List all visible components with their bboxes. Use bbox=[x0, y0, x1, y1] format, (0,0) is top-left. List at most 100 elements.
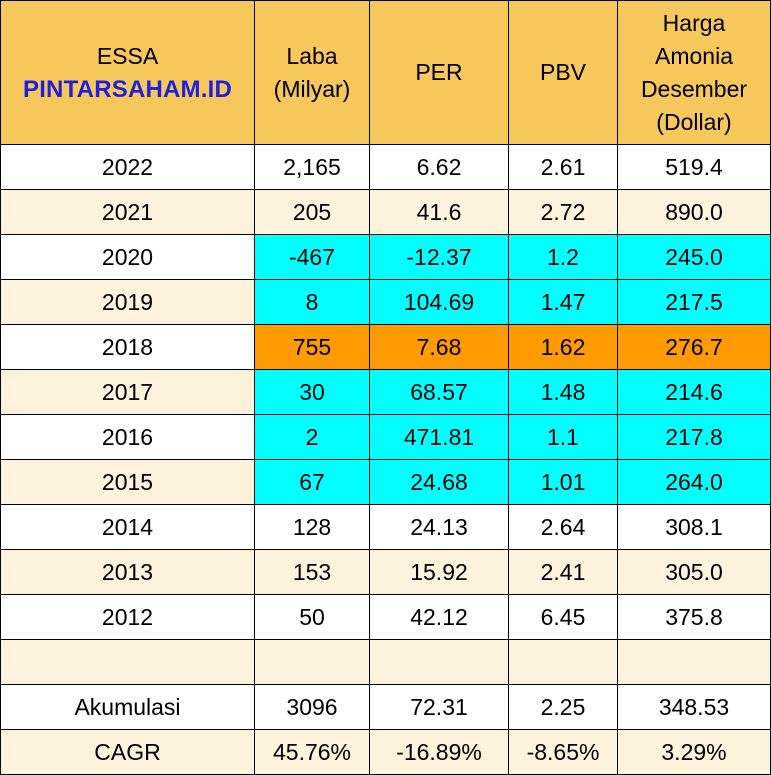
pbv-cell: 1.2 bbox=[508, 234, 618, 280]
table-row: 2013 153 15.92 2.41 305.0 bbox=[0, 549, 771, 595]
year-cell: 2021 bbox=[0, 189, 255, 235]
per-cell: 72.31 bbox=[369, 684, 509, 730]
per-cell: -16.89% bbox=[369, 729, 509, 775]
laba-cell: 8 bbox=[254, 279, 370, 325]
pbv-cell: 1.1 bbox=[508, 414, 618, 460]
pbv-cell: 1.47 bbox=[508, 279, 618, 325]
year-cell: 2022 bbox=[0, 144, 255, 190]
year-cell: 2013 bbox=[0, 549, 255, 595]
table-row: 2018 755 7.68 1.62 276.7 bbox=[0, 324, 771, 370]
per-cell: 24.68 bbox=[369, 459, 509, 505]
laba-label-line: Laba bbox=[286, 42, 338, 69]
table-row: 2012 50 42.12 6.45 375.8 bbox=[0, 594, 771, 640]
harga-cell: 214.6 bbox=[617, 369, 771, 415]
pbv-label: PBV bbox=[539, 59, 587, 85]
year-cell: 2020 bbox=[0, 234, 255, 280]
harga-cell: 3.29% bbox=[617, 729, 771, 775]
per-cell: 41.6 bbox=[369, 189, 509, 235]
harga-cell: 264.0 bbox=[617, 459, 771, 505]
table-row: Akumulasi 3096 72.31 2.25 348.53 bbox=[0, 684, 771, 730]
per-cell: 15.92 bbox=[369, 549, 509, 595]
laba-cell: 128 bbox=[254, 504, 370, 550]
harga-cell: 308.1 bbox=[617, 504, 771, 550]
year-cell: 2015 bbox=[0, 459, 255, 505]
harga-cell: 519.4 bbox=[617, 144, 771, 190]
harga-label-line-4: (Dollar) bbox=[656, 108, 732, 135]
year-cell bbox=[0, 639, 255, 685]
laba-cell: 30 bbox=[254, 369, 370, 415]
pbv-cell: 2.64 bbox=[508, 504, 618, 550]
table-row: 2022 2,165 6.62 2.61 519.4 bbox=[0, 144, 771, 190]
laba-cell bbox=[254, 639, 370, 685]
laba-cell: -467 bbox=[254, 234, 370, 280]
laba-cell: 3096 bbox=[254, 684, 370, 730]
brand-label: PINTARSAHAM.ID bbox=[22, 75, 232, 103]
harga-cell: 890.0 bbox=[617, 189, 771, 235]
table-row: CAGR 45.76% -16.89% -8.65% 3.29% bbox=[0, 729, 771, 775]
per-cell: 68.57 bbox=[369, 369, 509, 415]
table-row: 2014 128 24.13 2.64 308.1 bbox=[0, 504, 771, 550]
laba-cell: 153 bbox=[254, 549, 370, 595]
table-row: 2019 8 104.69 1.47 217.5 bbox=[0, 279, 771, 325]
header-row: ESSA PINTARSAHAM.ID Laba (Milyar) PER PB… bbox=[0, 0, 771, 145]
header-laba-cell: Laba (Milyar) bbox=[254, 0, 370, 145]
table-row: 2015 67 24.68 1.01 264.0 bbox=[0, 459, 771, 505]
pbv-cell: 1.48 bbox=[508, 369, 618, 415]
harga-cell: 276.7 bbox=[617, 324, 771, 370]
pbv-cell: 2.25 bbox=[508, 684, 618, 730]
table-row: 2021 205 41.6 2.72 890.0 bbox=[0, 189, 771, 235]
harga-cell: 348.53 bbox=[617, 684, 771, 730]
year-cell: 2012 bbox=[0, 594, 255, 640]
harga-label-line-3: Desember bbox=[640, 75, 748, 102]
pbv-cell: -8.65% bbox=[508, 729, 618, 775]
year-cell: 2018 bbox=[0, 324, 255, 370]
laba-unit-line: (Milyar) bbox=[273, 75, 351, 102]
laba-cell: 50 bbox=[254, 594, 370, 640]
harga-cell: 217.8 bbox=[617, 414, 771, 460]
pbv-cell: 2.61 bbox=[508, 144, 618, 190]
year-cell: 2017 bbox=[0, 369, 255, 415]
header-harga-cell: Harga Amonia Desember (Dollar) bbox=[617, 0, 771, 145]
header-ticker-cell: ESSA PINTARSAHAM.ID bbox=[0, 0, 255, 145]
table-row bbox=[0, 639, 771, 685]
per-cell: 6.62 bbox=[369, 144, 509, 190]
header-per-cell: PER bbox=[369, 0, 509, 145]
pbv-cell: 6.45 bbox=[508, 594, 618, 640]
per-cell: -12.37 bbox=[369, 234, 509, 280]
laba-cell: 45.76% bbox=[254, 729, 370, 775]
harga-cell: 375.8 bbox=[617, 594, 771, 640]
laba-cell: 2 bbox=[254, 414, 370, 460]
per-cell: 104.69 bbox=[369, 279, 509, 325]
pbv-cell: 1.01 bbox=[508, 459, 618, 505]
table-body: 2022 2,165 6.62 2.61 519.4 2021 205 41.6 2.72 890… bbox=[0, 144, 771, 775]
harga-label-line-2: Amonia bbox=[655, 42, 733, 69]
year-cell: 2014 bbox=[0, 504, 255, 550]
per-cell: 7.68 bbox=[369, 324, 509, 370]
per-cell bbox=[369, 639, 509, 685]
harga-label-line-1: Harga bbox=[662, 9, 726, 36]
pbv-cell: 1.62 bbox=[508, 324, 618, 370]
harga-cell: 245.0 bbox=[617, 234, 771, 280]
year-cell: CAGR bbox=[0, 729, 255, 775]
laba-cell: 67 bbox=[254, 459, 370, 505]
pbv-cell: 2.72 bbox=[508, 189, 618, 235]
per-cell: 42.12 bbox=[369, 594, 509, 640]
table-row: 2020 -467 -12.37 1.2 245.0 bbox=[0, 234, 771, 280]
harga-cell: 217.5 bbox=[617, 279, 771, 325]
ticker-label: ESSA bbox=[96, 42, 159, 69]
harga-cell: 305.0 bbox=[617, 549, 771, 595]
year-cell: 2016 bbox=[0, 414, 255, 460]
laba-cell: 755 bbox=[254, 324, 370, 370]
laba-cell: 2,165 bbox=[254, 144, 370, 190]
harga-cell bbox=[617, 639, 771, 685]
table-row: 2016 2 471.81 1.1 217.8 bbox=[0, 414, 771, 460]
per-cell: 24.13 bbox=[369, 504, 509, 550]
pbv-cell: 2.41 bbox=[508, 549, 618, 595]
laba-cell: 205 bbox=[254, 189, 370, 235]
header-pbv-cell: PBV bbox=[508, 0, 618, 145]
table-row: 2017 30 68.57 1.48 214.6 bbox=[0, 369, 771, 415]
year-cell: 2019 bbox=[0, 279, 255, 325]
pbv-cell bbox=[508, 639, 618, 685]
per-label: PER bbox=[415, 59, 463, 85]
